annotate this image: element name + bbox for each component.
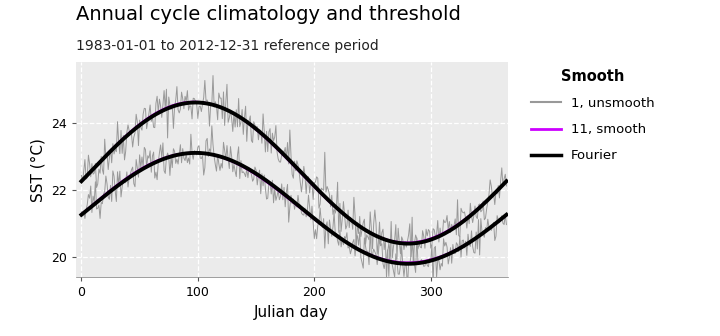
X-axis label: Julian day: Julian day xyxy=(254,305,329,320)
Text: Annual cycle climatology and threshold: Annual cycle climatology and threshold xyxy=(76,5,461,24)
Y-axis label: SST (°C): SST (°C) xyxy=(30,138,45,202)
Legend: 1, unsmooth, 11, smooth, Fourier: 1, unsmooth, 11, smooth, Fourier xyxy=(531,69,654,162)
Text: 1983-01-01 to 2012-12-31 reference period: 1983-01-01 to 2012-12-31 reference perio… xyxy=(76,39,378,53)
